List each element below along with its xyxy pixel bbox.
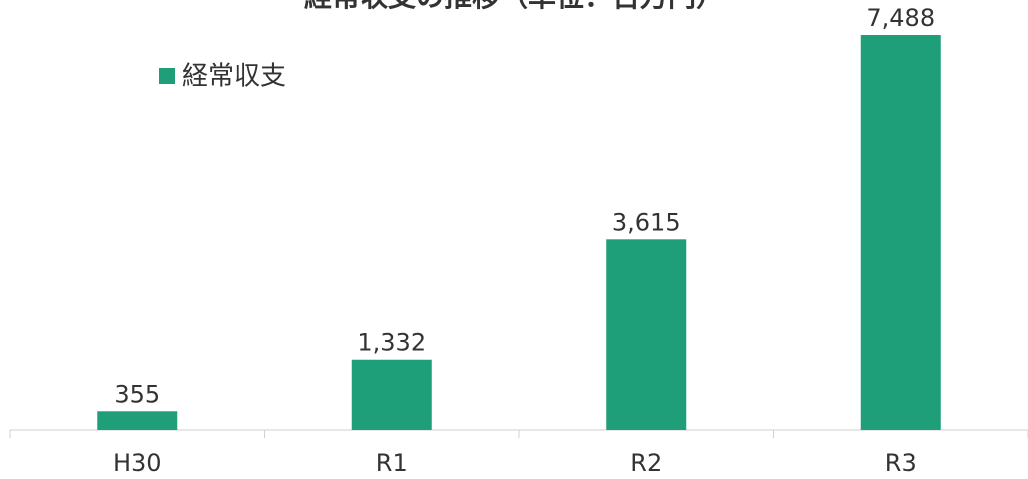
chart-title: 経常収支の推移（単位：百万円） bbox=[304, 0, 724, 13]
data-label: 1,332 bbox=[357, 329, 426, 357]
data-label: 7,488 bbox=[866, 4, 935, 32]
x-tick-label: H30 bbox=[113, 449, 162, 477]
x-tick-label: R3 bbox=[885, 449, 917, 477]
x-tick-label: R2 bbox=[630, 449, 662, 477]
bar bbox=[860, 35, 941, 430]
legend-label: 経常収支 bbox=[182, 62, 286, 92]
data-label: 355 bbox=[114, 380, 160, 408]
bar bbox=[606, 239, 687, 430]
bar bbox=[351, 359, 432, 430]
x-tick-label: R1 bbox=[376, 449, 408, 477]
bar bbox=[97, 411, 178, 430]
legend-swatch bbox=[159, 68, 175, 84]
data-label: 3,615 bbox=[612, 208, 681, 236]
